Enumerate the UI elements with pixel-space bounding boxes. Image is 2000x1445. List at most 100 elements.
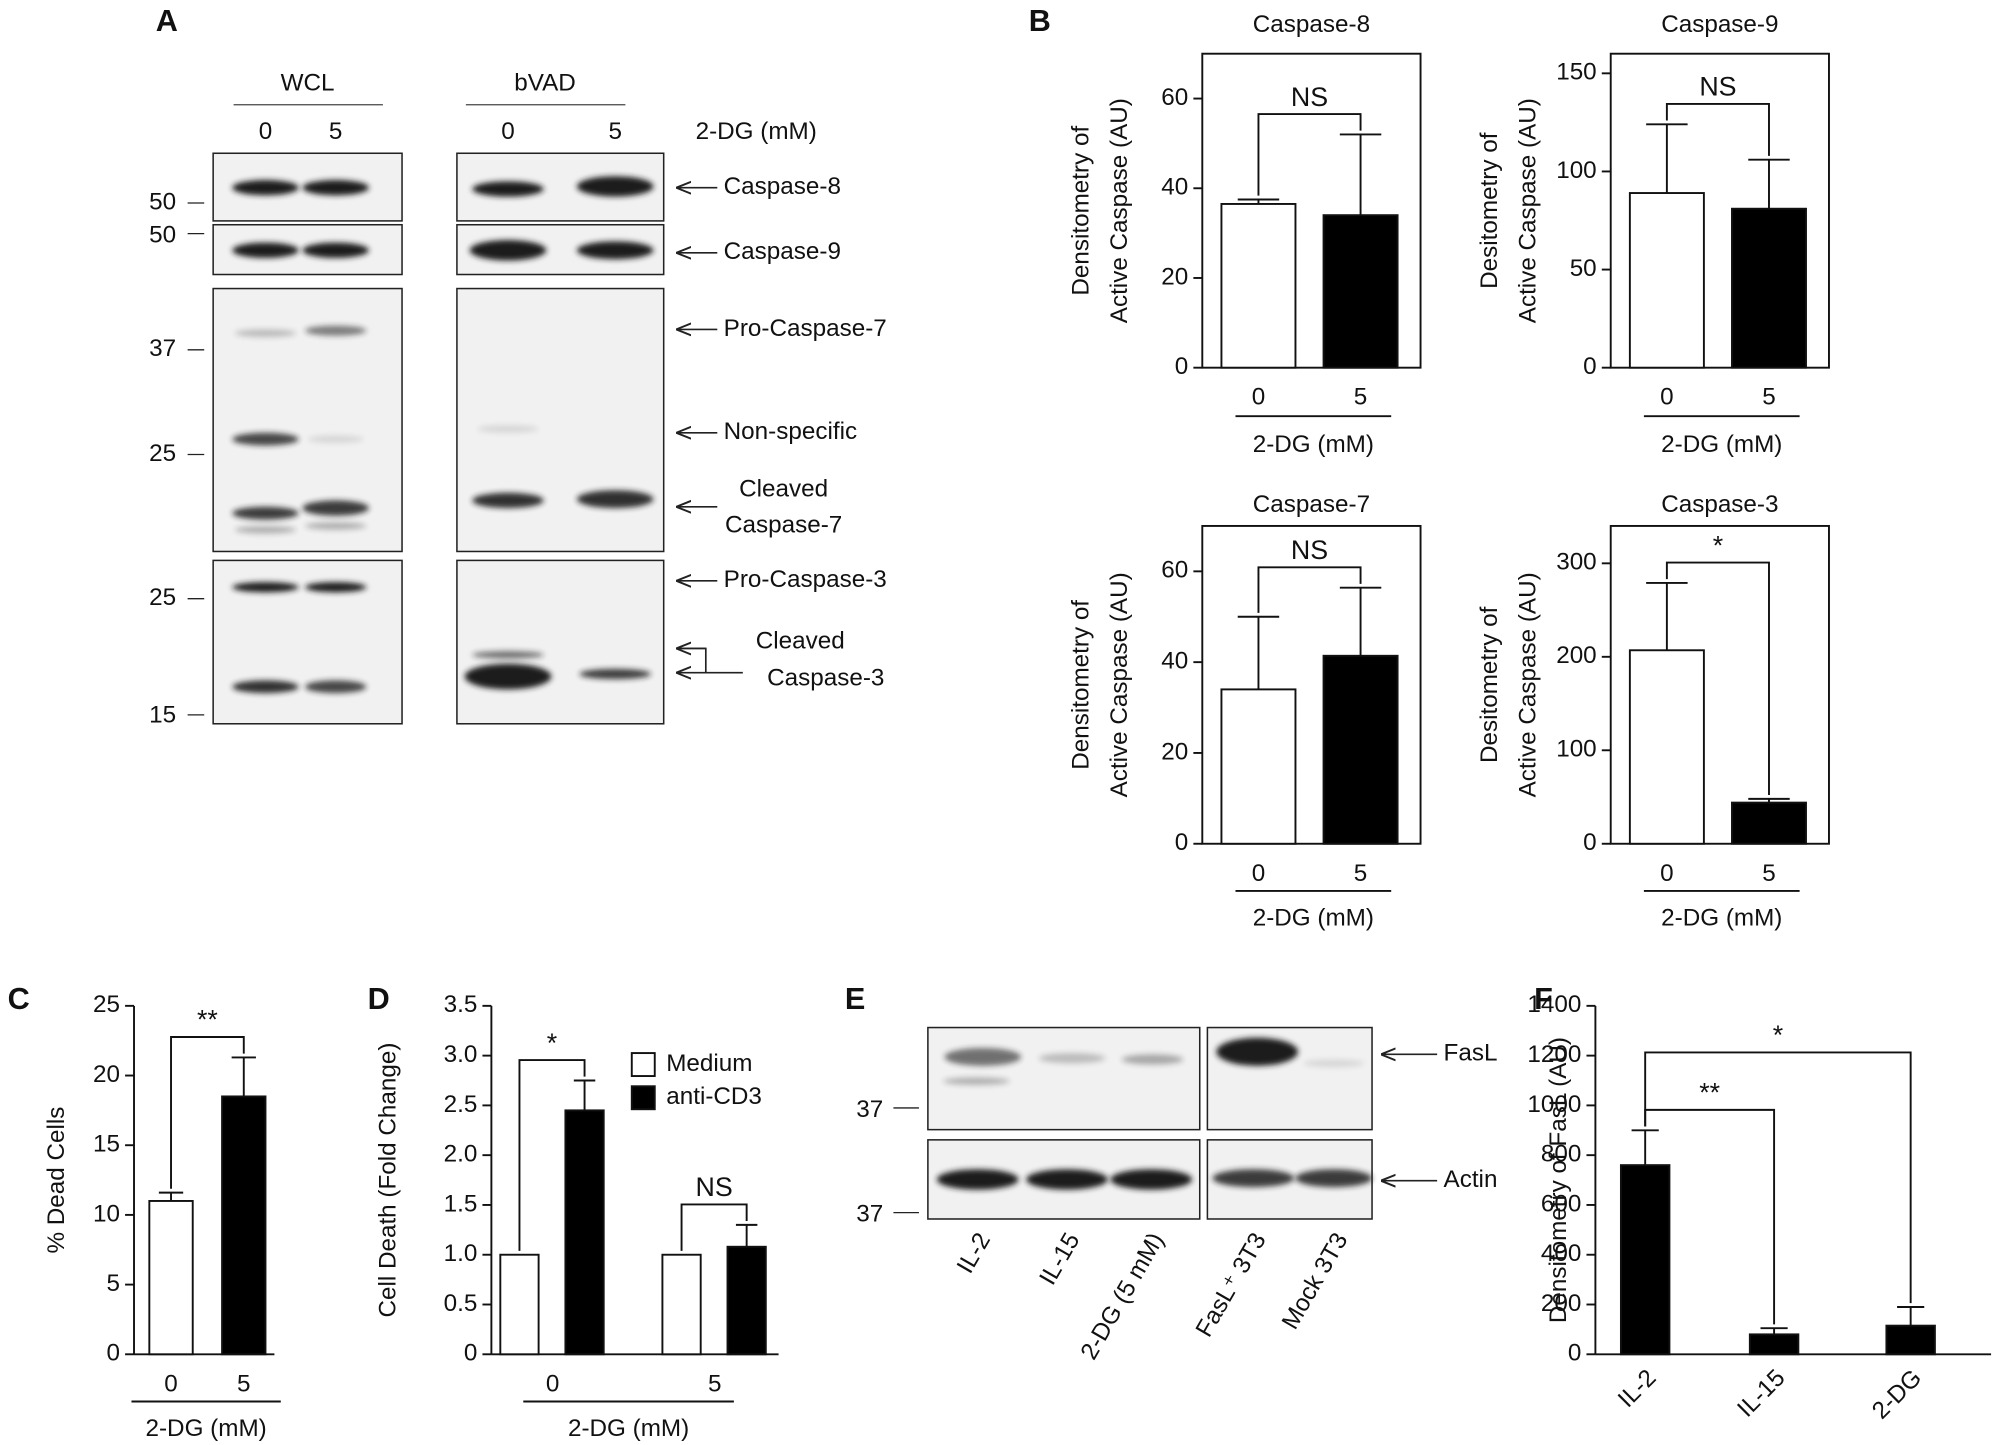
lane-label: Mock 3T3 — [1277, 1228, 1354, 1334]
significance-label: NS — [1291, 82, 1328, 112]
lane-label: 5 — [329, 118, 343, 145]
x-axis-label: 2-DG (mM) — [1253, 904, 1374, 931]
panel-label: B — [1029, 4, 1051, 38]
lane-label: 0 — [501, 118, 514, 145]
band — [232, 506, 299, 520]
band — [472, 651, 544, 659]
y-axis-label: Desitometry of — [1476, 132, 1503, 289]
lane-label: IL-2 — [952, 1228, 996, 1278]
x-axis-label: 2-DG (mM) — [1253, 431, 1374, 458]
band — [302, 242, 369, 258]
band-label: Pro-Caspase-7 — [724, 315, 887, 342]
y-tick-label: 20 — [1161, 738, 1188, 765]
significance-bracket — [1257, 566, 1362, 613]
blot-e: 37 37 FasL Actin IL-2 IL-15 2-DG (5 mM) … — [856, 1026, 1498, 1364]
bar — [726, 1245, 767, 1356]
band-label: Actin — [1444, 1166, 1498, 1193]
marker-label: 15 — [149, 702, 176, 729]
y-axis-label: % Dead Cells — [43, 1107, 70, 1254]
band-label: Cleaved — [739, 476, 828, 503]
y-axis-label: Active Caspase (AU) — [1106, 572, 1133, 797]
band — [1212, 1169, 1295, 1188]
bar — [1322, 214, 1399, 369]
x-tick-label: 5 — [237, 1370, 251, 1397]
plot-frame — [1609, 524, 1830, 845]
bar — [1731, 801, 1807, 845]
band — [576, 176, 654, 197]
error-bar — [1646, 582, 1688, 651]
band — [464, 663, 552, 690]
band-label: Caspase-7 — [725, 511, 842, 538]
marker-label: 25 — [149, 440, 176, 467]
significance-bracket — [1665, 102, 1770, 156]
error-bar — [231, 1056, 256, 1097]
y-tick-label: 100 — [1556, 736, 1596, 763]
band-label: FasL — [1444, 1040, 1498, 1067]
x-axis-label: 2-DG (mM) — [1661, 431, 1782, 458]
y-tick-label: 300 — [1556, 549, 1596, 576]
lane-label: 5 — [608, 118, 622, 145]
x-tick-label: 5 — [1354, 384, 1368, 411]
y-tick-label: 10 — [93, 1200, 120, 1227]
x-tick-label: 0 — [1252, 860, 1266, 887]
band — [472, 181, 544, 197]
band — [576, 490, 654, 509]
plot-frame — [1201, 52, 1422, 369]
band — [232, 680, 299, 694]
blot-strip — [456, 559, 665, 725]
plot-frame — [1201, 524, 1422, 845]
y-tick-label: 1.5 — [444, 1190, 478, 1217]
y-tick-label: 100 — [1556, 157, 1596, 184]
y-tick-label: 0 — [1175, 353, 1189, 380]
y-tick-label: 200 — [1541, 1290, 1581, 1317]
band — [302, 500, 369, 516]
significance-label: * — [1713, 530, 1724, 560]
error-bar — [1897, 1306, 1925, 1326]
band — [579, 668, 651, 680]
significance-label: ** — [1699, 1078, 1720, 1108]
significance-label: * — [1773, 1020, 1784, 1050]
y-axis-label: Densitometry of — [1068, 126, 1095, 296]
lane-label: 0 — [259, 118, 273, 145]
significance-bracket — [1665, 561, 1770, 796]
error-bar — [735, 1223, 758, 1247]
panel-label: C — [8, 982, 30, 1016]
band — [469, 240, 547, 261]
y-tick-label: 40 — [1161, 174, 1188, 201]
x-tick-label: 0 — [1660, 860, 1674, 887]
y-tick-label: 60 — [1161, 557, 1188, 584]
chart-title: Caspase-7 — [1253, 491, 1370, 518]
y-tick-label: 50 — [1570, 255, 1597, 282]
blot-strip — [927, 1026, 1201, 1131]
y-axis-label: Densitometry of — [1068, 600, 1095, 770]
significance-label: NS — [1291, 535, 1328, 565]
y-tick-label: 0 — [1583, 829, 1597, 856]
y-axis-label: Desitometry of — [1476, 606, 1503, 763]
legend-swatch — [630, 1085, 656, 1111]
legend-label: Medium — [666, 1050, 752, 1077]
x-tick-label: 0 — [546, 1370, 560, 1397]
panel-label: F — [1534, 982, 1553, 1016]
x-tick-label: 5 — [1762, 860, 1776, 887]
band — [576, 241, 654, 260]
band — [1295, 1169, 1373, 1188]
group-label: bVAD — [514, 70, 576, 97]
error-bar — [1237, 615, 1280, 690]
band — [305, 582, 367, 593]
band — [305, 522, 367, 530]
band — [1110, 1169, 1193, 1190]
legend-swatch — [630, 1052, 656, 1077]
error-bar — [1748, 158, 1790, 209]
band — [302, 180, 369, 196]
x-tick-label: 5 — [1354, 860, 1368, 887]
marker-label: 25 — [149, 584, 176, 611]
blot-strip — [456, 287, 665, 553]
band — [943, 1077, 1010, 1085]
lane-label: FasL⁺ 3T3 — [1191, 1228, 1272, 1341]
marker-label: 37 — [856, 1201, 883, 1228]
significance-bracket — [170, 1036, 245, 1189]
band — [1038, 1053, 1106, 1064]
error-bar — [1339, 586, 1382, 656]
y-tick-label: 150 — [1556, 59, 1596, 86]
